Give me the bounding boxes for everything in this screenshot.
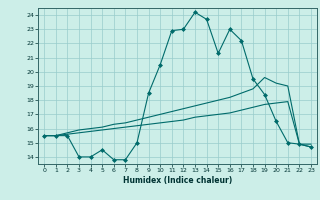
X-axis label: Humidex (Indice chaleur): Humidex (Indice chaleur) bbox=[123, 176, 232, 185]
